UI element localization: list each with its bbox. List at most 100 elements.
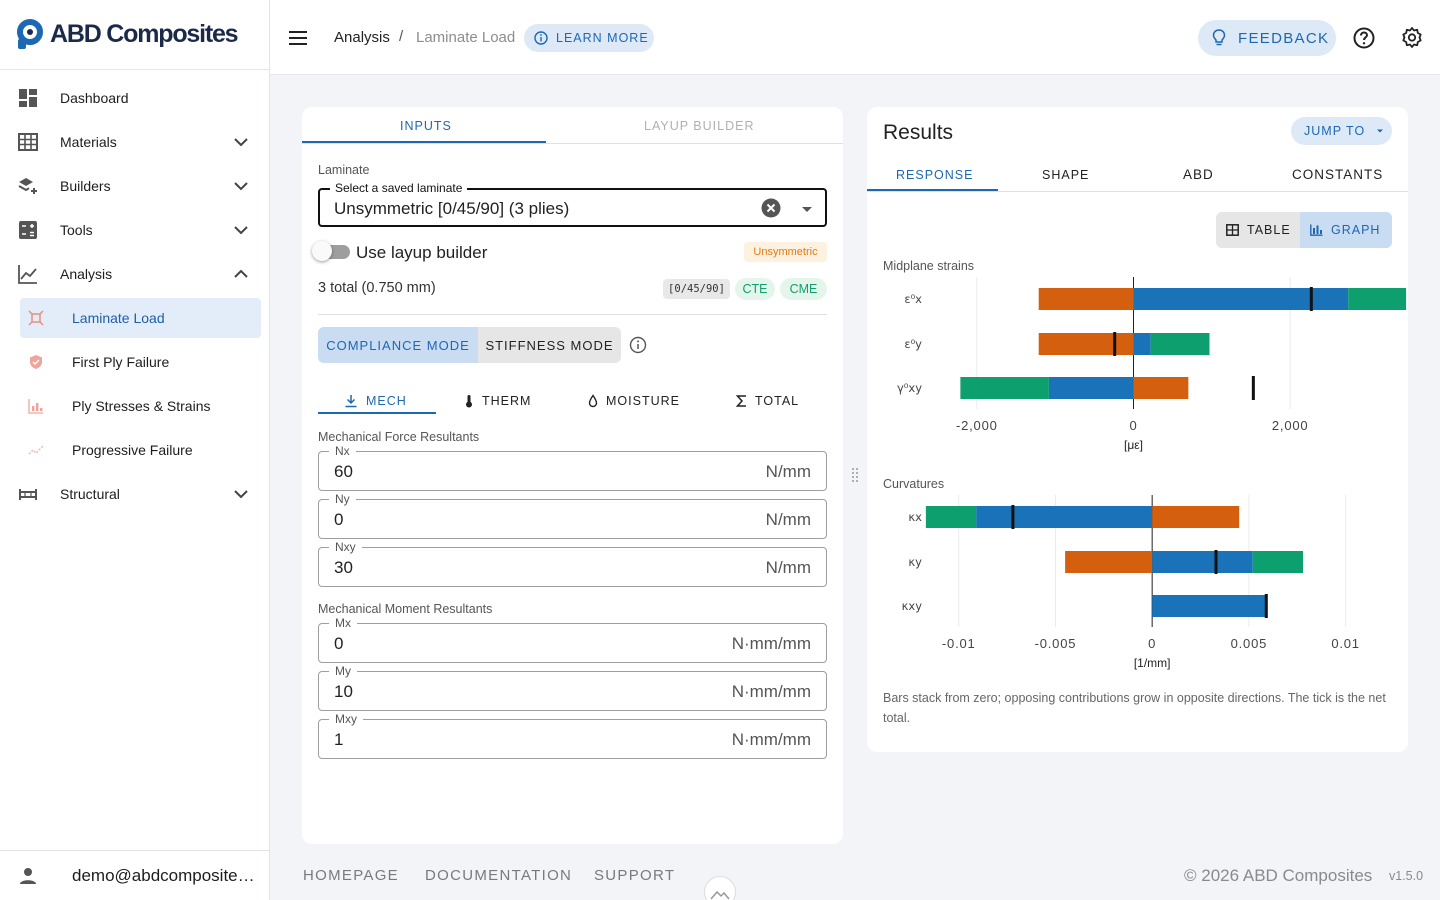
help-icon[interactable] (1352, 26, 1376, 50)
chevron-down-icon[interactable] (232, 485, 250, 503)
stiffness-mode-button[interactable]: STIFFNESS MODE (485, 337, 614, 353)
laminate-select-value: Unsymmetric [0/45/90] (3 plies) (334, 199, 570, 218)
footer-link-homepage[interactable]: HOMEPAGE (303, 867, 399, 884)
nx-field[interactable]: Nx 60 N/mm (318, 444, 827, 491)
bar-segment (925, 506, 977, 528)
dashboard-icon (19, 89, 37, 107)
tab-constants[interactable]: CONSTANTS (1292, 167, 1384, 182)
sidebar-subitem-label: Laminate Load (72, 310, 165, 326)
table-view-button[interactable]: TABLE (1216, 212, 1300, 248)
sidebar-subitem-ply-stresses[interactable]: Ply Stresses & Strains (20, 386, 261, 426)
ny-field[interactable]: Ny 0 N/mm (318, 492, 827, 539)
curvatures-chart: -0.01 -0.005 0 0.005 0.01 [1/mm] κx κy κxy (902, 495, 1359, 670)
layup-builder-toggle[interactable] (312, 241, 352, 261)
user-account[interactable]: demo@abdcomposites.com (0, 850, 270, 900)
chart-note: Bars stack from zero; opposing contribut… (883, 691, 1386, 725)
sidebar-item-analysis[interactable]: Analysis (0, 252, 270, 296)
results-tab-bar: RESPONSE SHAPE ABD CONSTANTS (867, 155, 1408, 192)
tab-moisture[interactable]: MOISTURE (588, 389, 680, 413)
footer-link-support[interactable]: SUPPORT (594, 867, 676, 884)
x-tick-label: -0.005 (1035, 636, 1077, 651)
sidebar-item-structural[interactable]: Structural (0, 472, 270, 516)
dropdown-caret-icon[interactable] (797, 199, 817, 219)
x-tick-label: 0.005 (1231, 636, 1268, 651)
bar-segment (1065, 551, 1153, 573)
compliance-mode-button[interactable]: COMPLIANCE MODE (318, 327, 478, 363)
category-label: γ⁰xy (897, 381, 922, 395)
sidebar-item-label: Builders (60, 178, 111, 194)
footer-link-documentation[interactable]: DOCUMENTATION (425, 867, 573, 884)
graph-view-button[interactable]: GRAPH (1300, 212, 1392, 248)
nxy-field[interactable]: Nxy 30 N/mm (318, 540, 827, 587)
shield-icon (30, 355, 42, 369)
sidebar-item-dashboard[interactable]: Dashboard (0, 76, 270, 120)
scroll-to-top-button[interactable] (704, 876, 736, 900)
chevron-down-icon[interactable] (232, 133, 250, 151)
bar-segment (1150, 333, 1210, 355)
bar-segment (1252, 551, 1304, 573)
nxy-unit: N/mm (765, 558, 811, 577)
download-icon (345, 395, 357, 408)
sidebar-subitem-progressive-failure[interactable]: Progressive Failure (20, 430, 261, 470)
feedback-button[interactable]: FEEDBACK (1198, 20, 1336, 56)
force-caption: Mechanical Force Resultants (318, 430, 480, 444)
active-load-tab-indicator (318, 412, 436, 414)
net-total-tick (1309, 287, 1313, 311)
mxy-field[interactable]: Mxy 1 N·mm/mm (318, 712, 827, 759)
my-field[interactable]: My 10 N·mm/mm (318, 664, 827, 711)
tab-inputs[interactable]: INPUTS (400, 119, 452, 133)
person-icon (20, 868, 36, 884)
view-toggle-group: TABLE GRAPH (1216, 212, 1392, 248)
tab-therm[interactable]: THERM (464, 389, 531, 413)
tab-response[interactable]: RESPONSE (896, 168, 974, 182)
nx-label: Nx (329, 444, 356, 458)
tab-shape[interactable]: SHAPE (1042, 168, 1090, 182)
active-tab-indicator (867, 189, 998, 191)
bar-segment (1038, 288, 1134, 310)
chevron-down-icon[interactable] (232, 221, 250, 239)
tab-layup-builder[interactable]: LAYUP BUILDER (644, 119, 755, 133)
sidebar-item-label: Dashboard (60, 90, 129, 106)
sidebar-subitem-first-ply-failure[interactable]: First Ply Failure (20, 342, 261, 382)
mxy-label: Mxy (329, 712, 363, 726)
category-label: κx (908, 510, 922, 524)
mode-toggle-group: COMPLIANCE MODE STIFFNESS MODE (318, 327, 621, 363)
gear-icon[interactable] (1400, 26, 1424, 50)
bar-segment (1133, 377, 1189, 399)
my-unit: N·mm/mm (731, 682, 811, 701)
mx-field[interactable]: Mx 0 N·mm/mm (318, 616, 827, 663)
learn-more-button[interactable]: LEARN MORE (524, 24, 654, 52)
x-axis-label: [με] (1124, 438, 1143, 452)
sidebar: ABD Composites Dashboard Materials Build… (0, 0, 270, 900)
nx-unit: N/mm (765, 462, 811, 481)
clear-icon[interactable] (761, 198, 781, 218)
brand-name: ABD Composites (50, 20, 239, 48)
tab-mech[interactable]: MECH (344, 389, 407, 413)
brand-logo-icon (17, 18, 43, 49)
laminate-select[interactable]: Select a saved laminate Unsymmetric [0/4… (318, 181, 827, 227)
line-chart-icon (18, 265, 37, 284)
chevron-up-icon[interactable] (232, 265, 250, 283)
sidebar-subitem-label: Progressive Failure (72, 442, 193, 458)
sidebar-item-tools[interactable]: Tools (0, 208, 270, 252)
jump-to-button[interactable]: JUMP TO (1291, 117, 1392, 145)
panel-resize-handle[interactable] (850, 466, 860, 484)
menu-icon[interactable] (286, 26, 310, 50)
mx-unit: N·mm/mm (731, 634, 811, 653)
brand[interactable]: ABD Composites (0, 0, 269, 70)
tab-total[interactable]: TOTAL (736, 389, 799, 413)
tab-abd[interactable]: ABD (1183, 167, 1214, 182)
bar-segment (960, 377, 1049, 399)
my-label: My (329, 664, 357, 678)
droplet-icon (588, 394, 598, 408)
sidebar-subitem-label: Ply Stresses & Strains (72, 398, 211, 414)
info-icon[interactable] (629, 336, 647, 354)
sidebar-subitem-laminate-load[interactable]: Laminate Load (20, 298, 261, 338)
learn-more-label: LEARN MORE (556, 31, 649, 45)
breadcrumb-analysis[interactable]: Analysis (334, 29, 390, 46)
chevron-down-icon[interactable] (232, 177, 250, 195)
sidebar-item-materials[interactable]: Materials (0, 120, 270, 164)
sidebar-item-builders[interactable]: Builders (0, 164, 270, 208)
bar-segment (1348, 288, 1407, 310)
jump-to-label: JUMP TO (1304, 124, 1366, 138)
